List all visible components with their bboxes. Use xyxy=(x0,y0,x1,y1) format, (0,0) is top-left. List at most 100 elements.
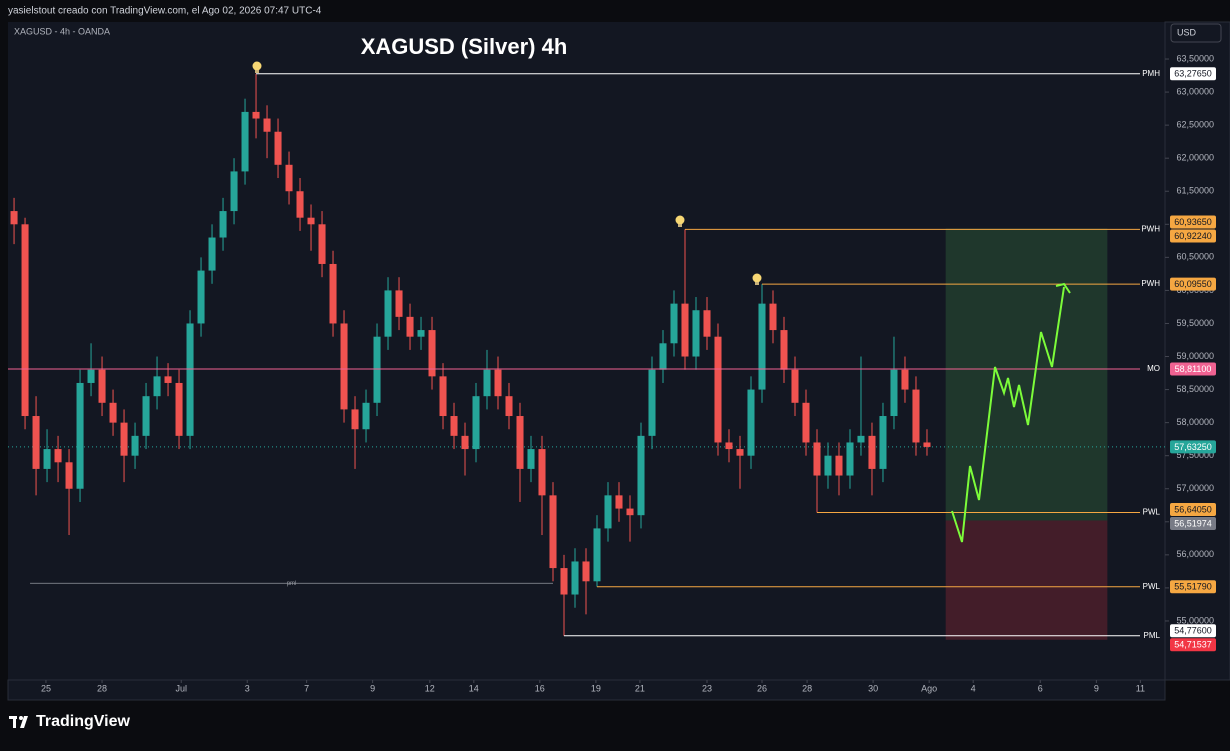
target-zone xyxy=(945,228,1108,521)
candle-body xyxy=(923,442,931,447)
level-name: PML xyxy=(1144,631,1161,640)
candle-body xyxy=(505,396,513,417)
candle-body xyxy=(351,409,359,430)
candle-body xyxy=(109,402,117,423)
candle-body xyxy=(791,369,799,403)
plot: pml PMH PWH PWH MO PWL PWL PML xyxy=(8,69,1165,640)
logo-part xyxy=(20,716,28,728)
candle-body xyxy=(692,310,700,357)
x-tick-label: 14 xyxy=(469,683,479,693)
x-tick-label: 12 xyxy=(425,683,435,693)
x-tick-label: Jul xyxy=(175,683,187,693)
price-tag-label: 63,27650 xyxy=(1174,69,1212,79)
candle-body xyxy=(263,118,271,132)
candle-body xyxy=(65,462,73,489)
candle-body xyxy=(450,416,458,436)
candle-body xyxy=(747,389,755,456)
candle-body xyxy=(681,303,689,357)
candle-body xyxy=(87,369,95,383)
currency-label[interactable]: USD xyxy=(1177,27,1197,37)
currency-button[interactable] xyxy=(1170,23,1222,43)
candle-body xyxy=(406,316,414,337)
candle-body xyxy=(318,224,326,264)
candle-body xyxy=(362,402,370,430)
candle-body xyxy=(43,449,51,469)
x-tick-label: 3 xyxy=(245,683,250,693)
price-tag xyxy=(1170,362,1216,376)
price-tag xyxy=(1170,624,1216,638)
x-tick-label: 26 xyxy=(757,683,767,693)
candle-body xyxy=(835,455,843,476)
candle-body xyxy=(472,396,480,450)
candle-body xyxy=(219,211,227,238)
candle-body xyxy=(538,449,546,496)
candle-body xyxy=(725,442,733,450)
candle-body xyxy=(32,416,40,469)
candle-body xyxy=(10,211,18,225)
x-tick-label: Ago xyxy=(921,683,937,693)
candle-body xyxy=(901,369,909,390)
price-tag xyxy=(1170,638,1216,652)
x-tick-label: 30 xyxy=(868,683,878,693)
bulb-base xyxy=(255,70,259,73)
candle-body xyxy=(659,343,667,370)
candle-body xyxy=(736,449,744,456)
price-tag-label: 56,51974 xyxy=(1174,518,1212,528)
candle-body xyxy=(131,435,139,456)
candle-body xyxy=(241,111,249,172)
projection xyxy=(951,282,1071,543)
candle-body xyxy=(626,508,634,516)
candle-body xyxy=(340,323,348,410)
candle-body xyxy=(824,455,832,476)
chart-title: XAGUSD (Silver) 4h xyxy=(361,34,568,59)
x-tick-label: 6 xyxy=(1038,683,1043,693)
x-tick-label: 28 xyxy=(97,683,107,693)
x-tick-label: 11 xyxy=(1136,683,1145,693)
candle-body xyxy=(890,369,898,417)
price-tag-label: 54,77600 xyxy=(1174,626,1212,636)
price-axis xyxy=(1164,21,1230,681)
price-tag-label: 56,64050 xyxy=(1174,504,1212,514)
candle-body xyxy=(714,336,722,443)
y-tick-label: 60,50000 xyxy=(1176,252,1214,262)
candle-body xyxy=(329,263,337,324)
y-tick-label: 63,50000 xyxy=(1176,53,1214,63)
symbol-label: XAGUSD - 4h - OANDA xyxy=(14,26,110,36)
projection-arrow xyxy=(1055,282,1071,294)
candle-body xyxy=(780,330,788,370)
price-tag xyxy=(1170,67,1216,81)
brand-name: TradingView xyxy=(36,713,131,730)
candle-body xyxy=(758,303,766,390)
x-tick-label: 23 xyxy=(702,683,712,693)
candle-body xyxy=(175,382,183,436)
candle-body xyxy=(252,111,260,119)
price-tag-label: 54,71537 xyxy=(1174,640,1212,650)
level-name: MO xyxy=(1147,364,1160,373)
price-tag xyxy=(1170,580,1216,594)
y-tick-label: 58,00000 xyxy=(1176,417,1214,427)
price-tag-label: 60,09550 xyxy=(1174,279,1212,289)
candle-body xyxy=(120,422,128,456)
price-tag-label: 55,51790 xyxy=(1174,582,1212,592)
candle-body xyxy=(879,416,887,469)
candle-body xyxy=(230,171,238,212)
x-tick-label: 9 xyxy=(1094,683,1099,693)
x-tick-label: 25 xyxy=(41,683,51,693)
y-tick-label: 57,00000 xyxy=(1176,483,1214,493)
candle-body xyxy=(813,442,821,476)
candle-body xyxy=(527,449,535,469)
y-tick-label: 63,00000 xyxy=(1176,86,1214,96)
y-tick-label: 55,00000 xyxy=(1176,615,1214,625)
bulb-base xyxy=(755,282,759,285)
price-tag-label: 60,92240 xyxy=(1174,231,1212,241)
y-tick-label: 62,00000 xyxy=(1176,153,1214,163)
level-name: PWH xyxy=(1141,279,1160,288)
candle-body xyxy=(285,164,293,192)
time-axis xyxy=(7,679,1166,701)
candle-body xyxy=(461,435,469,450)
stop-zone xyxy=(945,520,1108,640)
y-tick-label: 62,50000 xyxy=(1176,120,1214,130)
candle-body xyxy=(307,217,315,225)
price-tag xyxy=(1170,277,1216,291)
candle-body xyxy=(670,303,678,344)
